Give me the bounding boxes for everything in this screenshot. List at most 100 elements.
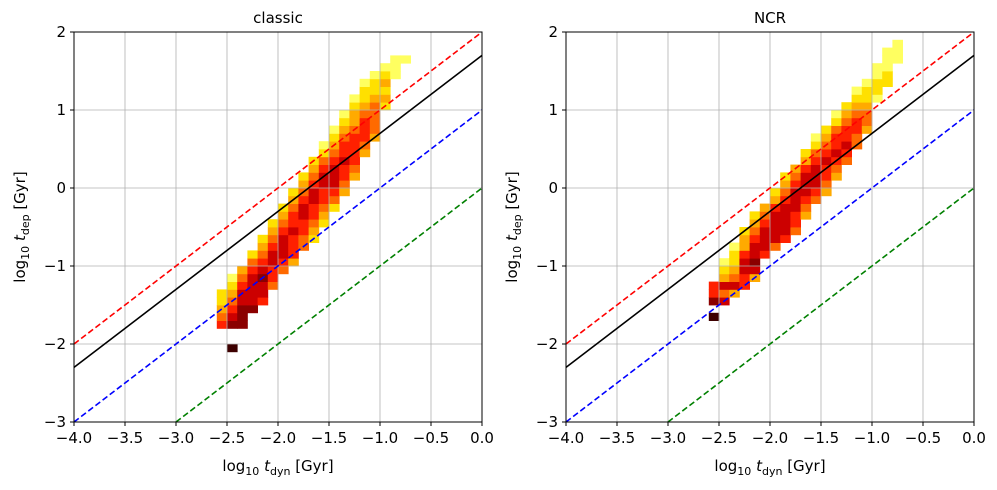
heatmap-cell xyxy=(719,266,730,275)
heatmap-cell xyxy=(237,281,248,290)
heatmap-cell xyxy=(247,250,258,259)
heatmap-cell xyxy=(892,39,903,48)
heatmap-cell xyxy=(861,86,873,95)
heatmap-cell xyxy=(288,227,299,236)
heatmap-cell xyxy=(800,172,812,181)
heatmap-cell xyxy=(369,125,381,134)
heatmap-cell xyxy=(380,63,391,72)
y-tick-label: 0 xyxy=(56,179,66,197)
heatmap-cell xyxy=(831,172,842,181)
x-tick-label: −2.5 xyxy=(209,429,245,447)
heatmap-cell xyxy=(339,149,350,158)
heatmap-cell xyxy=(739,250,750,259)
x-tick-label: −1.5 xyxy=(311,429,347,447)
heatmap-cell xyxy=(329,180,340,189)
heatmap-cell xyxy=(227,281,238,290)
heatmap-cell xyxy=(882,47,893,56)
heatmap-cell xyxy=(841,156,852,165)
heatmap-cell xyxy=(257,234,269,243)
x-tick-label: −3.0 xyxy=(650,429,686,447)
heatmap-cell xyxy=(708,297,720,306)
heatmap-cell xyxy=(841,141,852,150)
heatmap-cell xyxy=(739,234,750,243)
heatmap-cell xyxy=(267,234,279,243)
heatmap-cell xyxy=(831,164,842,173)
heatmap-cell xyxy=(831,133,842,142)
heatmap-cell xyxy=(339,164,350,173)
heatmap-cell xyxy=(882,78,893,87)
heatmap-cell xyxy=(759,234,771,243)
panel-title: classic xyxy=(253,9,303,27)
heatmap-cell xyxy=(318,188,330,197)
heatmap-cell xyxy=(227,289,238,298)
heatmap-cell xyxy=(227,320,238,329)
heatmap-cell xyxy=(329,156,340,165)
heatmap-cell xyxy=(810,133,822,142)
heatmap-cell xyxy=(349,110,360,119)
heatmap-cell xyxy=(329,195,340,204)
heatmap-cell xyxy=(841,102,852,111)
y-tick-label: −2 xyxy=(536,335,558,353)
heatmap-cells xyxy=(216,55,411,353)
heatmap-cell xyxy=(216,297,228,306)
heatmap-cell xyxy=(318,211,330,220)
heatmap-cell xyxy=(872,63,883,72)
heatmap-cell xyxy=(739,281,750,290)
heatmap-cell xyxy=(800,149,812,158)
heatmap-cell xyxy=(298,195,309,204)
heatmap-cell xyxy=(329,125,340,134)
red-dashed-line xyxy=(565,31,975,345)
heatmap-cell xyxy=(800,195,812,204)
heatmap-cell xyxy=(872,71,883,80)
heatmap-cell xyxy=(369,117,381,126)
heatmap-cell xyxy=(329,149,340,158)
heatmap-cell xyxy=(359,125,371,134)
x-tick-label: 0.0 xyxy=(470,429,494,447)
heatmap-cell xyxy=(841,110,852,119)
heatmap-cell xyxy=(749,211,761,220)
heatmap-cell xyxy=(329,188,340,197)
reference-lines xyxy=(565,31,975,423)
heatmap-cell xyxy=(719,258,730,267)
heatmap-cell xyxy=(810,164,822,173)
heatmap-cell xyxy=(810,141,822,150)
heatmap-cell xyxy=(237,266,248,275)
heatmap-cell xyxy=(708,281,720,290)
heatmap-cell xyxy=(749,234,761,243)
heatmap-cell xyxy=(339,180,350,189)
heatmap-cell xyxy=(810,188,822,197)
heatmap-cell xyxy=(349,172,360,181)
heatmap-cell xyxy=(267,227,279,236)
heatmap-cell xyxy=(288,258,299,267)
y-tick-label: 2 xyxy=(548,23,558,41)
heatmap-cell xyxy=(770,242,781,251)
heatmap-cell xyxy=(308,211,320,220)
x-axis-ticks: −4.0 −3.5 −3.0 −2.5 −2.0 −1.5 −1.0 −0.5 0.0 xyxy=(548,422,986,447)
heatmap-cell xyxy=(237,297,248,306)
heatmap-cell xyxy=(288,242,299,251)
x-tick-label: −4.0 xyxy=(56,429,92,447)
x-tick-label: −4.0 xyxy=(548,429,584,447)
x-tick-label: −3.5 xyxy=(107,429,143,447)
heatmap-cell xyxy=(821,133,832,142)
heatmap-cell xyxy=(810,156,822,165)
heatmap-cell xyxy=(349,156,360,165)
heatmap-cell xyxy=(339,141,350,150)
x-tick-label: −2.0 xyxy=(260,429,296,447)
heatmap-cell xyxy=(780,203,791,212)
heatmap-cell xyxy=(227,344,238,353)
heatmap-cell xyxy=(892,47,903,56)
heatmap-cell xyxy=(790,172,801,181)
heatmap-cell xyxy=(380,86,391,95)
heatmap-cell xyxy=(288,250,299,259)
heatmap-cell xyxy=(318,180,330,189)
heatmap-cell xyxy=(821,156,832,165)
heatmap-cell xyxy=(759,227,771,236)
heatmap-cell xyxy=(237,273,248,282)
heatmap-cell xyxy=(288,203,299,212)
heatmap-cell xyxy=(800,188,812,197)
heatmap-cell xyxy=(298,219,309,228)
x-tick-label: −3.0 xyxy=(158,429,194,447)
heatmap-cell xyxy=(278,211,289,220)
heatmap-cell xyxy=(739,273,750,282)
